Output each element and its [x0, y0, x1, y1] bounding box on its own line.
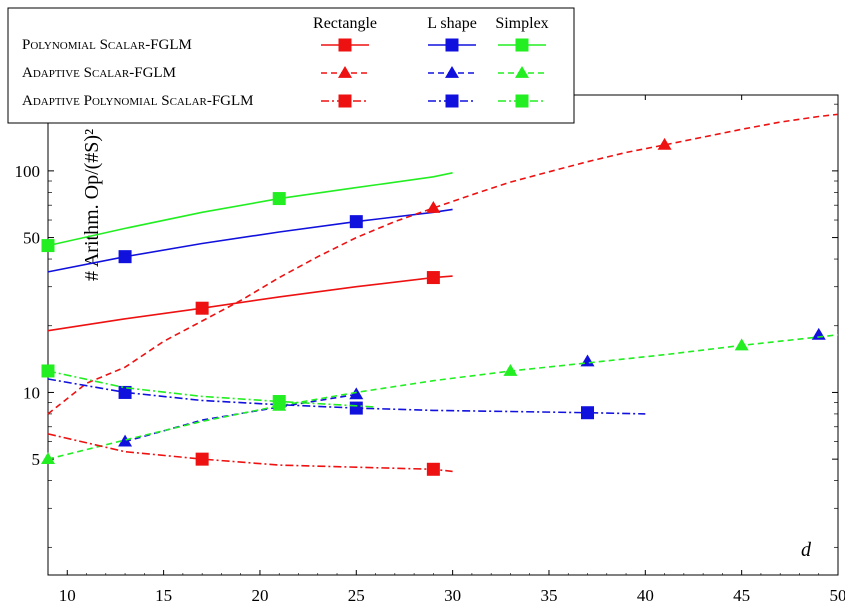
x-axis-label: d [801, 539, 812, 561]
y-tick-label: 5 [32, 450, 41, 469]
series-6 [47, 433, 453, 476]
series-line [47, 378, 646, 415]
y-tick-label: 10 [23, 383, 40, 402]
x-tick-label: 35 [540, 586, 557, 605]
data-point [41, 452, 55, 465]
y-tick-label: 50 [23, 229, 40, 248]
series-0 [47, 271, 453, 332]
legend-marker [338, 66, 352, 78]
x-tick-label: 25 [348, 586, 365, 605]
legend-marker [445, 94, 459, 108]
series-4 [118, 327, 826, 447]
legend-marker [445, 66, 459, 78]
series-line [47, 370, 376, 408]
x-tick-label: 40 [637, 586, 654, 605]
legend-marker [515, 94, 529, 108]
legend-marker [515, 38, 529, 52]
data-point [426, 271, 440, 285]
x-tick-label: 10 [59, 586, 76, 605]
plot-frame [47, 94, 839, 576]
series-line [47, 433, 453, 473]
data-point [580, 354, 595, 367]
legend-marker [338, 94, 352, 108]
data-point [195, 452, 209, 466]
data-point [426, 462, 440, 476]
x-tick-label: 45 [733, 586, 750, 605]
x-tick-label: 15 [155, 586, 172, 605]
x-tick-label: 30 [444, 586, 461, 605]
series-5 [41, 334, 839, 465]
legend-column-header: Simplex [495, 15, 548, 32]
data-point [503, 363, 518, 376]
series-8 [41, 364, 376, 409]
series-line [47, 113, 839, 415]
legend-row-label: Polynomial Scalar-FGLM [22, 37, 192, 53]
legend-row-label: Adaptive Polynomial Scalar-FGLM [22, 93, 254, 109]
series-line [47, 208, 453, 273]
legend-marker [338, 38, 352, 52]
legend: Rectangle L shape Simplex Polynomial Scalar… [7, 7, 575, 124]
legend-marker [515, 66, 529, 78]
series-7 [47, 378, 646, 420]
data-point [349, 215, 363, 229]
x-tick-label: 20 [251, 586, 268, 605]
series-3 [47, 113, 839, 415]
y-axis-label: # Arithm. Op/(#S)² [81, 129, 103, 281]
series-line [47, 334, 839, 460]
series-line [124, 393, 357, 443]
series-1 [47, 208, 453, 273]
series-line [47, 172, 453, 247]
y-tick-label: 100 [15, 162, 41, 181]
legend-row-label: Adaptive Scalar-FGLM [22, 65, 176, 81]
data-point [349, 401, 363, 415]
data-point [349, 387, 364, 400]
data-point [734, 338, 749, 351]
data-point [118, 250, 132, 264]
legend-column-header: L shape [427, 15, 477, 32]
legend-column-header: Rectangle [313, 15, 377, 32]
data-point [118, 385, 132, 399]
data-point [118, 434, 133, 447]
legend-box [7, 7, 575, 124]
data-point [41, 364, 55, 378]
data-point [41, 239, 55, 253]
data-point [581, 406, 595, 420]
data-point [272, 192, 286, 206]
data-point [657, 137, 672, 150]
x-tick-label: 50 [830, 586, 845, 605]
data-point [426, 200, 441, 213]
data-point [272, 395, 286, 409]
data-point [195, 301, 209, 315]
series-2 [41, 172, 453, 253]
data-point [811, 327, 826, 340]
series-line [47, 275, 453, 332]
legend-marker [445, 38, 459, 52]
